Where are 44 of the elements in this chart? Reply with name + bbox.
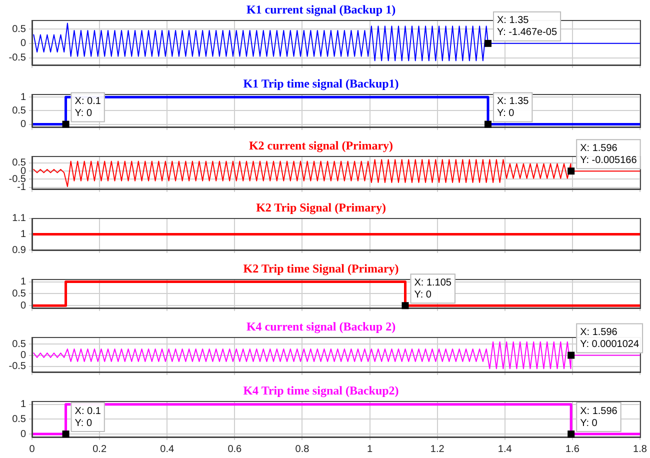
y-tick-label: 0 (20, 300, 26, 312)
y-tick-label: 0.5 (12, 105, 26, 116)
chart-title: K2 current signal (Primary) (248, 138, 394, 152)
y-tick-label: 1 (20, 92, 26, 103)
chart-title: K1 current signal (Backup 1) (246, 2, 396, 16)
annotation: X: 1.596 Y: 0.0001024 (580, 327, 640, 350)
x-tick-label: 1.8 (633, 444, 648, 455)
y-tick-label: 0 (20, 350, 26, 362)
y-tick-label: 0 (20, 119, 26, 130)
y-tick-label: 0.5 (12, 288, 26, 300)
chart-title: K1 Trip time signal (Backup1) (243, 76, 399, 90)
y-tick-label: 0 (20, 428, 26, 440)
x-tick-label: 0 (29, 444, 36, 455)
y-tick-label: 1 (20, 228, 26, 240)
y-tick-label: 0.5 (12, 338, 26, 350)
x-tick-label: 1 (366, 444, 373, 455)
annotation: X: 1.35 Y: 0 (497, 96, 530, 120)
chart-title: K4 Trip time signal (Backup2) (243, 383, 399, 398)
x-tick-label: 1.2 (430, 444, 445, 455)
chart-title: K2 Trip time Signal (Primary) (243, 261, 399, 276)
y-tick-label: 0.9 (12, 244, 26, 256)
y-tick-label: 0 (20, 38, 26, 50)
annotation: X: 0.1 Y: 0 (74, 96, 102, 120)
x-tick-label: 1.4 (498, 444, 512, 455)
y-tick-label: 0.5 (12, 24, 26, 35)
x-tick-label: 1.6 (565, 444, 580, 455)
annotation: X: 1.35 Y: -1.467e-05 (497, 15, 558, 38)
annotation: X: 0.1 Y: 0 (74, 406, 102, 429)
chart-title: K2 Trip Signal (Primary) (256, 200, 386, 214)
y-tick-label: 1 (20, 399, 26, 410)
annotation: X: 1.596 Y: -0.005166 (580, 142, 638, 166)
x-tick-label: 0.2 (92, 444, 107, 455)
x-tick-label: 0.4 (160, 444, 174, 455)
x-tick-label: 0.6 (228, 444, 242, 455)
y-tick-label: 1.1 (12, 213, 26, 224)
annotation: X: 1.596 Y: 0 (580, 406, 618, 429)
annotation: X: 1.105 Y: 0 (414, 277, 452, 300)
y-tick-label: 1 (20, 276, 26, 288)
y-tick-label: -0.5 (8, 361, 26, 372)
x-tick-label: 0.8 (295, 444, 310, 455)
y-tick-label: -0.5 (8, 52, 26, 64)
chart-title: K4 current signal (Backup 2) (246, 319, 396, 334)
y-tick-label: 0.5 (12, 414, 26, 425)
y-tick-label: -1 (17, 182, 26, 194)
